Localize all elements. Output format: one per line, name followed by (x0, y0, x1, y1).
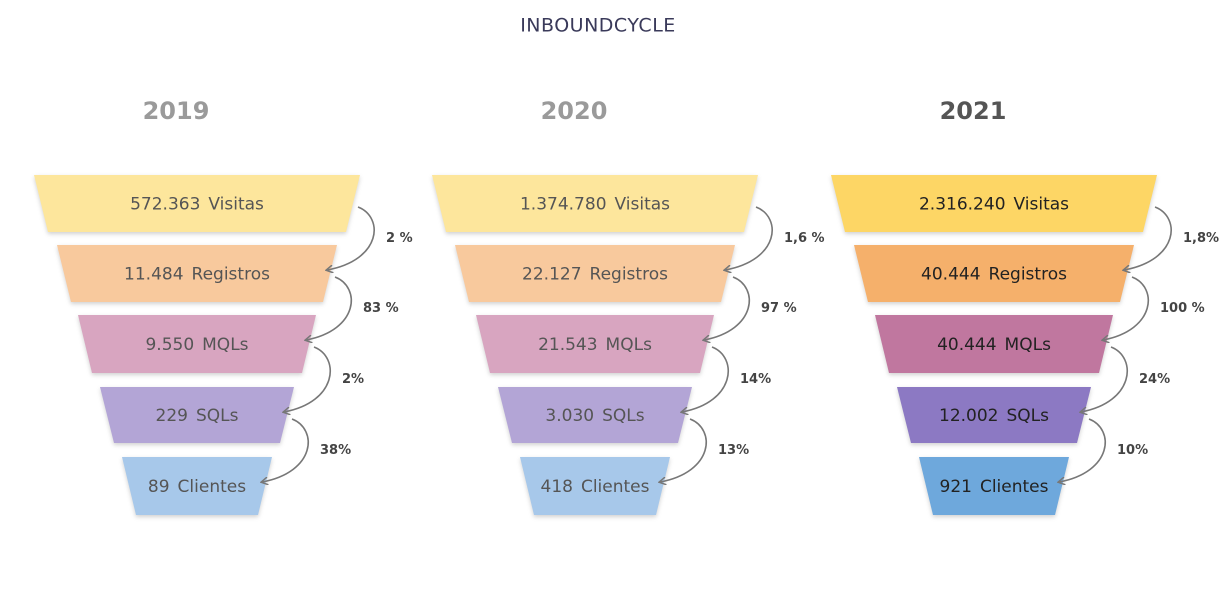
arrow (1124, 206, 1172, 270)
stage-text: 921 Clientes (940, 477, 1049, 497)
funnel-stage (831, 175, 1157, 232)
arrow (682, 346, 729, 412)
arrow (306, 276, 353, 340)
arrow (327, 206, 375, 270)
year: 2020 (541, 97, 608, 125)
stage-value: 1.374.780 (520, 195, 607, 215)
funnel-stage (432, 175, 758, 232)
conversion-rate: 24% (1139, 372, 1170, 387)
stage-label: SQLs (602, 406, 645, 426)
funnel-stage (498, 387, 692, 443)
funnel-stage (57, 245, 337, 302)
funnel-stage (919, 457, 1069, 515)
stage-value: 9.550 (145, 335, 194, 355)
conversion-rate: 13% (718, 443, 749, 458)
stage-text: 40.444 Registros (921, 265, 1067, 285)
conversion-rate: 2 % (386, 231, 413, 246)
stage-label: Visitas (208, 195, 264, 215)
stage-label: Visitas (1014, 195, 1070, 215)
conversion-rate: 1,6 % (784, 231, 825, 246)
arrow (725, 206, 773, 270)
stage-label: Visitas (615, 195, 671, 215)
stage-label: Clientes (178, 477, 247, 497)
arrow (284, 346, 331, 412)
funnel-stage (476, 315, 714, 373)
conversion-rate: 38% (320, 443, 351, 458)
stage-value: 572.363 (130, 195, 200, 215)
conversion-rate: 100 % (1160, 301, 1205, 316)
logo: INBOUNDCYCLE (520, 15, 676, 37)
stage-value: 229 (156, 406, 188, 426)
stage-text: 418 Clientes (541, 477, 650, 497)
stage-label: Registros (590, 265, 669, 285)
stage-text: 89 Clientes (148, 477, 246, 497)
conversion-rate: 1,8% (1183, 231, 1219, 246)
stage-text: 572.363 Visitas (130, 195, 264, 215)
stage-text: 229 SQLs (156, 406, 239, 426)
stage-label: MQLs (202, 335, 249, 355)
arrow (1081, 346, 1128, 412)
stage-label: SQLs (196, 406, 239, 426)
stage-value: 2.316.240 (919, 195, 1006, 215)
year: 2019 (143, 97, 210, 125)
conversion-rate: 2% (342, 372, 364, 387)
stage-text: 1.374.780 Visitas (520, 195, 670, 215)
conversion-rate: 10% (1117, 443, 1148, 458)
stage-value: 89 (148, 477, 170, 497)
stage-text: 12.002 SQLs (939, 406, 1049, 426)
stage-text: 21.543 MQLs (538, 335, 652, 355)
funnel-stage (34, 175, 360, 232)
stage-label: MQLs (1005, 335, 1052, 355)
stage-text: 2.316.240 Visitas (919, 195, 1069, 215)
funnel-stage (897, 387, 1091, 443)
conversion-rate: 14% (740, 372, 771, 387)
stage-text: 22.127 Registros (522, 265, 668, 285)
arrow (660, 418, 707, 482)
conversion-rate: 97 % (761, 301, 797, 316)
stage-label: SQLs (1006, 406, 1049, 426)
funnel-stage (455, 245, 735, 302)
arrow (1103, 276, 1150, 340)
stage-text: 11.484 Registros (124, 265, 270, 285)
stage-value: 40.444 (937, 335, 996, 355)
conversion-rate: 83 % (363, 301, 399, 316)
arrow (1059, 418, 1106, 482)
stage-value: 418 (541, 477, 573, 497)
stage-text: 9.550 MQLs (145, 335, 248, 355)
stage-label: Clientes (980, 477, 1049, 497)
year: 2021 (940, 97, 1007, 125)
funnel-stage (78, 315, 316, 373)
stage-label: Registros (192, 265, 271, 285)
stage-label: Clientes (581, 477, 650, 497)
funnel-stage (100, 387, 294, 443)
stage-text: 40.444 MQLs (937, 335, 1051, 355)
funnel-stage (520, 457, 670, 515)
stage-label: MQLs (606, 335, 653, 355)
funnel-stage (875, 315, 1113, 373)
stage-value: 12.002 (939, 406, 998, 426)
stage-text: 3.030 SQLs (545, 406, 644, 426)
stage-label: Registros (989, 265, 1068, 285)
stage-value: 40.444 (921, 265, 980, 285)
arrow (262, 418, 309, 482)
stage-value: 921 (940, 477, 972, 497)
stage-value: 3.030 (545, 406, 594, 426)
stage-value: 22.127 (522, 265, 581, 285)
arrow (704, 276, 751, 340)
funnel-stage (122, 457, 272, 515)
stage-value: 11.484 (124, 265, 183, 285)
funnel-stage (854, 245, 1134, 302)
stage-value: 21.543 (538, 335, 597, 355)
